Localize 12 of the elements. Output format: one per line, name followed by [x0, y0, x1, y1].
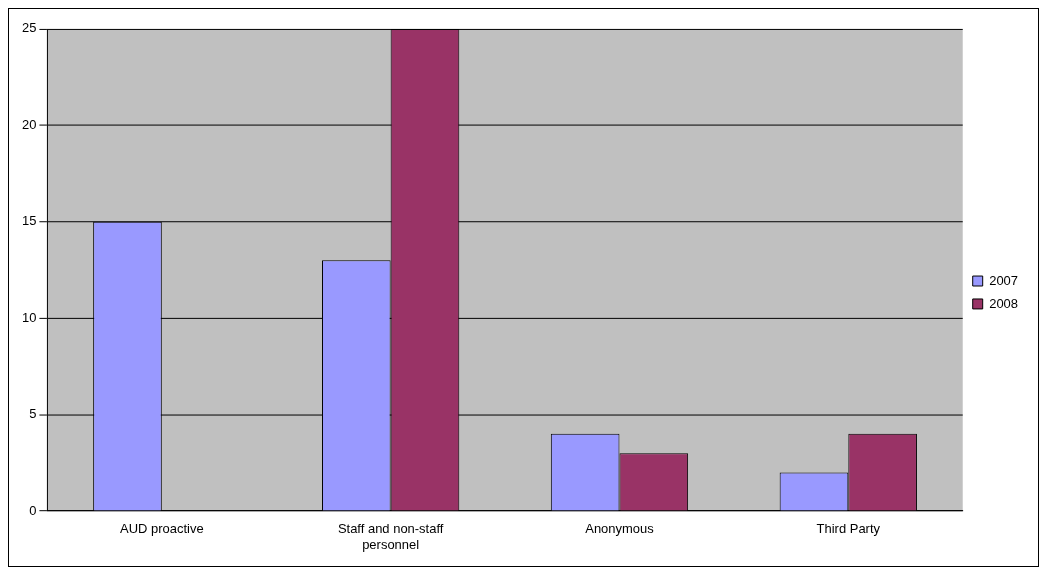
x-tick-label: Staff and non-staff personnel — [337, 521, 444, 552]
y-tick-label: 20 — [21, 116, 37, 132]
y-tick-label: 10 — [21, 309, 37, 325]
legend-label: 2008 — [989, 295, 1019, 311]
y-tick-label: 5 — [29, 406, 37, 422]
y-tick-label: 15 — [21, 213, 37, 229]
y-tick-label: 0 — [29, 502, 37, 518]
legend-label: 2007 — [989, 272, 1019, 288]
x-tick-label: AUD proactive — [120, 521, 204, 537]
y-tick-label: 25 — [21, 20, 37, 36]
x-tick-label: Third Party — [816, 521, 881, 537]
x-tick-label: Anonymous — [585, 521, 655, 537]
